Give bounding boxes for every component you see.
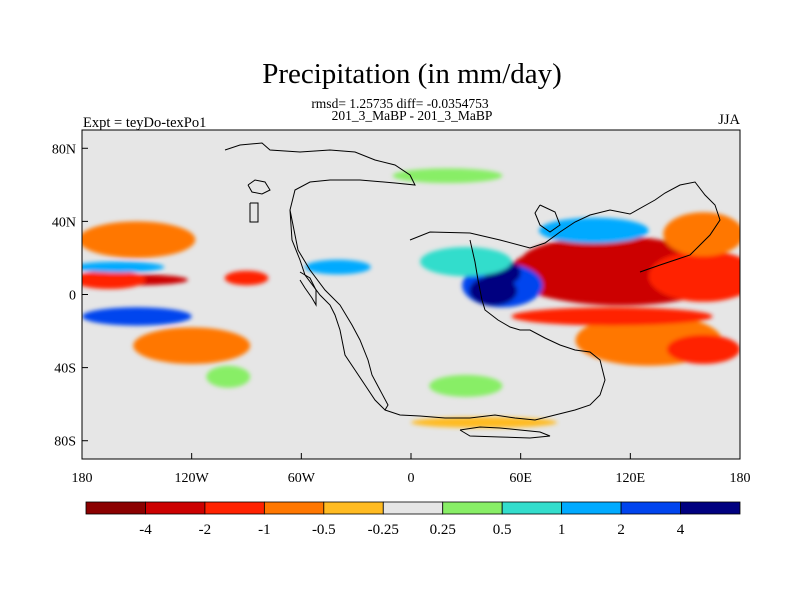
precip-anomaly-region [411,416,558,428]
colorbar-swatch [263,501,325,515]
cases-subtitle: 201_3_MaBP - 201_3_MaBP [332,108,493,123]
coastline-outline [384,239,606,421]
precip-anomaly-region [648,250,740,302]
colorbar-label: 1 [558,522,566,538]
y-tick-label: 0 [69,289,76,304]
precip-anomaly-region [538,217,649,244]
colorbar-swatch [442,501,503,515]
precip-anomaly-region [82,270,146,290]
colorbar-label: -2 [199,522,212,538]
experiment-label: Expt = teyDo-texPo1 [83,115,206,131]
coastline-outline [534,204,561,233]
colorbar-label: -1 [258,522,271,538]
precip-anomaly-region [133,327,251,364]
coastline-outline [249,202,259,223]
precip-fields [82,168,740,428]
season-label: JJA [718,112,740,128]
colorbar-swatch [680,501,741,515]
precip-anomaly-region [304,259,371,275]
colorbar-swatch [145,501,206,515]
coastline-outline [247,179,271,195]
precip-anomaly-region [420,246,512,277]
precip-anomaly-region [82,307,192,326]
colorbar-swatch [561,501,622,515]
colorbar-label: 4 [677,522,685,538]
colorbar-swatch [501,501,563,515]
colorbar-label: -4 [139,522,152,538]
precip-anomaly-region [82,261,165,273]
x-tick-label: 180 [72,471,93,486]
colorbar-swatch [85,501,146,515]
colorbar-label: -0.5 [312,522,336,538]
y-tick-label: 40S [54,362,76,377]
x-tick-label: 60E [509,471,532,486]
y-tick-label: 40N [52,215,76,230]
precip-anomaly-region [82,221,196,258]
chart-title: Precipitation (in mm/day) [262,58,562,90]
y-tick-label: 80N [52,142,76,157]
colorbar-label: 0.25 [430,522,456,538]
coastline-outline [409,181,721,273]
colorbar-swatch [323,501,384,515]
stats-subtitle: rmsd= 1.25735 diff= -0.0354753 [311,96,489,111]
x-tick-label: 120E [616,471,646,486]
coastline-outline [459,426,551,439]
colorbar-swatch [204,501,265,515]
precip-anomaly-region [511,307,713,326]
coastline-outline [224,142,416,411]
x-tick-label: 120W [175,471,210,486]
x-tick-label: 60W [288,471,316,486]
colorbar-label: 2 [617,522,625,538]
precip-anomaly-region [206,365,251,388]
colorbar-label: 0.5 [493,522,512,538]
coastline-outline [299,271,317,307]
colorbar-swatch [382,501,444,515]
precip-anomaly-region [429,374,503,397]
map-panel [82,130,740,459]
colorbar: -4 -2 -1 -0.5 -0.25 0.25 0.5 1 2 4 [85,501,741,538]
y-axis: 80N 40N 0 40S 80S [52,142,88,450]
precip-anomaly-region [392,168,503,184]
y-tick-label: 80S [54,435,76,450]
precip-anomaly-region [666,334,740,364]
x-tick-label: 0 [408,471,415,486]
precip-anomaly-region [224,270,269,286]
x-tick-label: 180 [730,471,751,486]
colorbar-label: -0.25 [368,522,399,538]
precip-anomaly-region [663,212,740,257]
colorbar-swatch [620,501,681,515]
x-axis: 180 120W 60W 0 60E 120E 180 [72,453,751,486]
